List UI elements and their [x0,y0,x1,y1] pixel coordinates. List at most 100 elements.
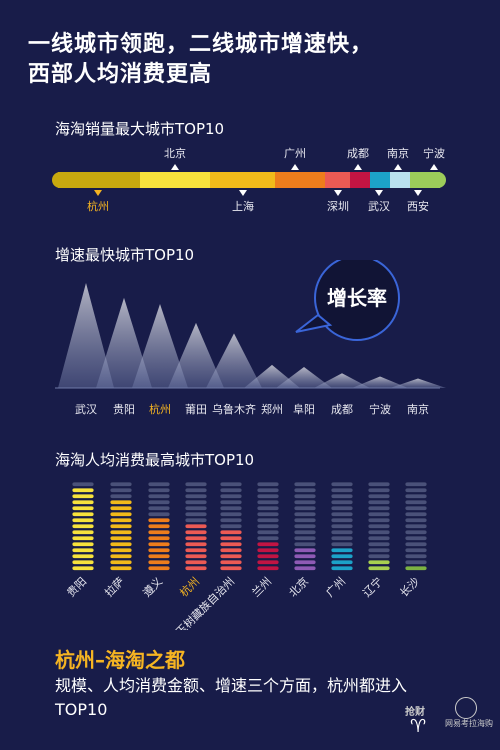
coin [71,487,95,493]
coin [109,535,133,541]
footer-title: 杭州–海淘之都 [55,648,185,672]
coin [404,499,428,505]
coin [147,493,171,499]
coin [109,547,133,553]
coin [330,511,354,517]
sales-top-label: 成都 [347,147,369,160]
growth-peak [168,322,224,388]
coin [367,529,391,535]
headline-line2: 西部人均消费更高 [28,62,213,87]
coin [109,529,133,535]
spend-city-label: 杭州 [177,574,202,599]
coin [184,505,208,511]
coin [404,505,428,511]
coin [109,481,133,487]
coin [404,511,428,517]
growth-city-label: 南京 [407,402,429,416]
coin [256,523,280,529]
sales-top-label: 南京 [387,146,409,160]
coin [219,493,243,499]
coin [184,487,208,493]
growth-city-label: 成都 [331,403,353,416]
logo-right: 网易考拉海购 [445,719,493,728]
coin [404,535,428,541]
coin [256,493,280,499]
coin [367,499,391,505]
coin [256,535,280,541]
coin [404,565,428,571]
coin [219,529,243,535]
coin [293,499,317,505]
coin [367,511,391,517]
coin [256,499,280,505]
coin [293,493,317,499]
sales-marker [375,190,383,196]
coin [293,547,317,553]
coin [219,517,243,523]
coin [330,487,354,493]
sales-marker [354,164,362,170]
coin [256,547,280,553]
coin [147,565,171,571]
growth-city-label: 武汉 [75,403,97,416]
coin [147,523,171,529]
sales-bar-segment [350,172,370,188]
sales-bar-segment [210,172,275,188]
coin [404,523,428,529]
coin [147,529,171,535]
growth-peak [206,333,262,388]
coin [71,505,95,511]
coin [293,535,317,541]
sales-bar-segment [275,172,325,188]
sales-bar-chart: 北京 广州 成都 南京 宁波 杭州 上海 深圳 武汉 西安 [52,146,446,213]
coin [330,493,354,499]
coin [256,529,280,535]
coin [71,517,95,523]
coin [147,517,171,523]
coin [147,487,171,493]
growth-city-label: 郑州 [261,402,283,416]
sales-bar-cap [430,172,446,188]
growth-peak [276,367,332,388]
spend-city-label: 兰州 [249,575,274,600]
sales-marker [414,190,422,196]
coin [330,481,354,487]
coin [330,547,354,553]
coin [147,499,171,505]
coin [256,517,280,523]
coin [147,553,171,559]
coin [184,529,208,535]
sales-bar-segment [390,172,410,188]
coin [256,487,280,493]
coin [367,553,391,559]
coin [367,481,391,487]
coin [330,565,354,571]
coin [71,493,95,499]
coin [404,541,428,547]
coin [219,535,243,541]
growth-peak [390,378,446,388]
coin [184,565,208,571]
sales-marker [334,190,342,196]
sales-bottom-label: 杭州 [87,199,109,213]
coin [330,559,354,565]
coin [219,505,243,511]
coin [404,493,428,499]
coin [367,487,391,493]
sales-top-label: 北京 [164,146,186,160]
coin [256,481,280,487]
sales-bar-segment [325,172,350,188]
sales-top-label: 宁波 [423,146,445,160]
coin [147,535,171,541]
coin [109,565,133,571]
coin [367,541,391,547]
coin [219,499,243,505]
spend-city-label: 拉萨 [102,574,127,599]
coin [256,511,280,517]
growth-peak [352,376,408,388]
sales-marker [394,164,402,170]
sales-bar-segment [370,172,390,188]
sales-marker [291,164,299,170]
sales-marker [171,164,179,170]
